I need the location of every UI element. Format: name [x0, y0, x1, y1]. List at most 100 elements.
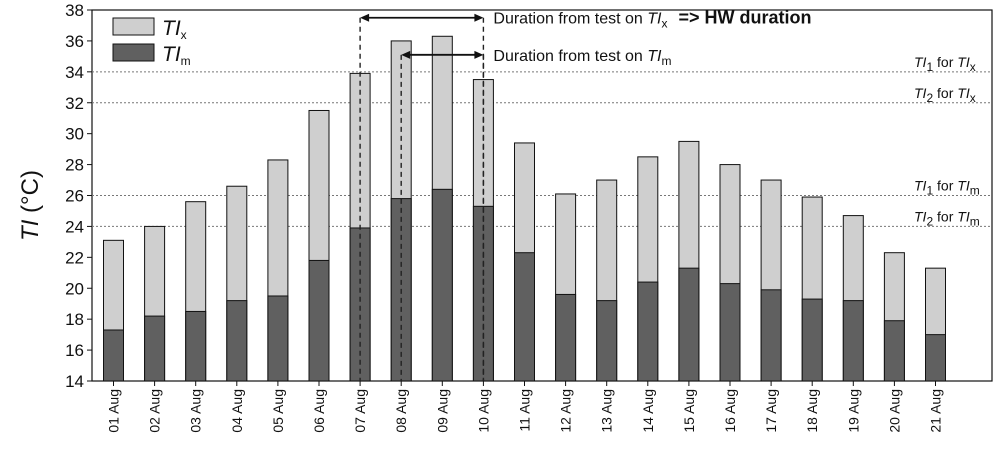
threshold-label-main: TI	[914, 208, 927, 224]
y-tick-label: 26	[65, 187, 84, 206]
bar-tim	[637, 281, 659, 382]
threshold-label-target: TI	[957, 178, 970, 194]
threshold-label-target-sub: m	[970, 184, 980, 198]
legend-label-sub: x	[181, 28, 187, 42]
bar-tim	[883, 320, 905, 382]
threshold-label-sub: 1	[926, 184, 933, 198]
threshold-label: TI1 for TIx	[914, 54, 976, 74]
x-tick-label: 17 Aug	[763, 389, 779, 433]
legend-swatch-x	[112, 17, 155, 36]
duration-arrowhead-right	[474, 50, 484, 59]
y-tick-label: 38	[65, 1, 84, 20]
bar-tim	[596, 300, 618, 382]
legend-label-sub: m	[181, 54, 191, 68]
bar-tim	[144, 315, 166, 382]
bar-tim	[514, 252, 535, 382]
x-tick-label: 13 Aug	[599, 389, 615, 433]
bar-tim	[760, 289, 782, 382]
x-tick-label: 10 Aug	[475, 389, 491, 433]
x-tick-label: 20 Aug	[886, 389, 902, 433]
x-tick-label: 19 Aug	[845, 389, 861, 433]
threshold-label-main: TI	[914, 178, 927, 194]
duration-label-var-sub: m	[661, 54, 671, 68]
x-tick-label: 15 Aug	[681, 389, 697, 433]
x-tick-label: 18 Aug	[804, 389, 820, 433]
duration-label-var: TI	[647, 11, 662, 28]
bar-tim	[801, 298, 823, 382]
threshold-label-for: for	[933, 54, 957, 70]
bar-tim	[349, 227, 371, 382]
duration-label: Duration from test on TIx => HW duration	[493, 8, 811, 31]
threshold-label: TI1 for TIm	[914, 178, 980, 198]
x-tick-label: 01 Aug	[106, 389, 122, 433]
y-tick-label: 28	[65, 156, 84, 175]
threshold-label-sub: 2	[926, 214, 933, 228]
y-tick-label: 14	[65, 372, 84, 391]
legend-swatch-m	[112, 43, 155, 62]
duration-label-suffix: => HW duration	[673, 8, 811, 28]
duration-label-var-sub: x	[661, 17, 667, 31]
bar-tim	[925, 334, 946, 382]
threshold-label-target-sub: m	[970, 214, 980, 228]
threshold-label-for: for	[933, 208, 957, 224]
y-axis-label-unit: (°C)	[17, 170, 44, 220]
bar-tim	[719, 283, 741, 382]
threshold-label-target: TI	[957, 85, 970, 101]
x-tick-label: 09 Aug	[434, 389, 450, 433]
duration-arrowhead-left	[401, 50, 411, 59]
duration-label-text: Duration from test on	[493, 48, 647, 65]
threshold-label-for: for	[933, 85, 957, 101]
legend-label-main: TI	[162, 17, 181, 40]
x-tick-label: 14 Aug	[640, 389, 656, 433]
x-tick-label: 05 Aug	[270, 389, 286, 433]
bar-tim	[678, 267, 700, 382]
bar-tim	[555, 293, 577, 382]
duration-label-var: TI	[647, 48, 662, 65]
threshold-label-target-sub: x	[970, 91, 976, 105]
x-tick-label: 06 Aug	[311, 389, 327, 433]
x-tick-label: 04 Aug	[229, 389, 245, 433]
x-tick-label: 12 Aug	[558, 389, 574, 433]
x-tick-label: 07 Aug	[352, 389, 368, 433]
x-tick-label: 21 Aug	[928, 389, 944, 433]
x-tick-label: 02 Aug	[147, 389, 163, 433]
bar-tim	[226, 300, 248, 382]
y-axis-label-main: TI	[17, 219, 44, 241]
duration-label: Duration from test on TIm	[493, 48, 671, 68]
y-tick-label: 36	[65, 32, 84, 51]
threshold-label: TI2 for TIx	[914, 85, 976, 105]
bar-tim	[103, 329, 124, 382]
x-tick-label: 08 Aug	[393, 389, 409, 433]
threshold-label-target: TI	[957, 54, 970, 70]
y-tick-label: 16	[65, 341, 84, 360]
y-axis-label: TI (°C)	[17, 170, 44, 241]
y-tick-label: 34	[65, 63, 84, 82]
threshold-label-sub: 1	[926, 60, 933, 74]
y-tick-label: 24	[65, 217, 84, 236]
legend-label-x: TIx	[162, 17, 187, 42]
y-tick-label: 18	[65, 310, 84, 329]
threshold-label-target: TI	[957, 208, 970, 224]
legend-label-m: TIm	[162, 43, 191, 68]
threshold-label-sub: 2	[926, 91, 933, 105]
duration-label-text: Duration from test on	[493, 11, 647, 28]
y-tick-label: 32	[65, 94, 84, 113]
bar-tim	[842, 300, 864, 382]
y-tick-label: 30	[65, 125, 84, 144]
y-tick-label: 22	[65, 248, 84, 267]
duration-arrowhead-right	[474, 13, 484, 22]
threshold-label-target-sub: x	[970, 60, 976, 74]
bar-tim	[267, 295, 289, 382]
x-tick-label: 16 Aug	[722, 389, 738, 433]
x-tick-label: 11 Aug	[517, 389, 533, 432]
threshold-label: TI2 for TIm	[914, 208, 980, 228]
x-tick-label: 03 Aug	[188, 389, 204, 433]
bar-tim	[308, 259, 330, 382]
threshold-label-for: for	[933, 178, 957, 194]
bar-tim	[185, 310, 207, 382]
threshold-label-main: TI	[914, 54, 927, 70]
duration-arrowhead-left	[360, 13, 370, 22]
y-tick-label: 20	[65, 279, 84, 298]
legend-label-main: TI	[162, 43, 181, 66]
